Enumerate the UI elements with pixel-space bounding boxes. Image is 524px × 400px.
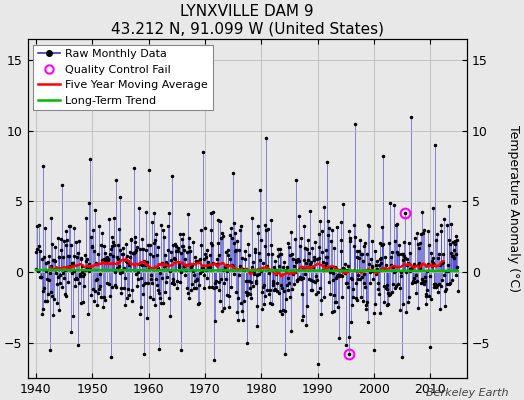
Title: LYNXVILLE DAM 9
43.212 N, 91.099 W (United States): LYNXVILLE DAM 9 43.212 N, 91.099 W (Unit… — [111, 4, 384, 36]
Legend: Raw Monthly Data, Quality Control Fail, Five Year Moving Average, Long-Term Tren: Raw Monthly Data, Quality Control Fail, … — [33, 45, 213, 110]
Text: Berkeley Earth: Berkeley Earth — [426, 388, 508, 398]
Y-axis label: Temperature Anomaly (°C): Temperature Anomaly (°C) — [507, 125, 520, 292]
